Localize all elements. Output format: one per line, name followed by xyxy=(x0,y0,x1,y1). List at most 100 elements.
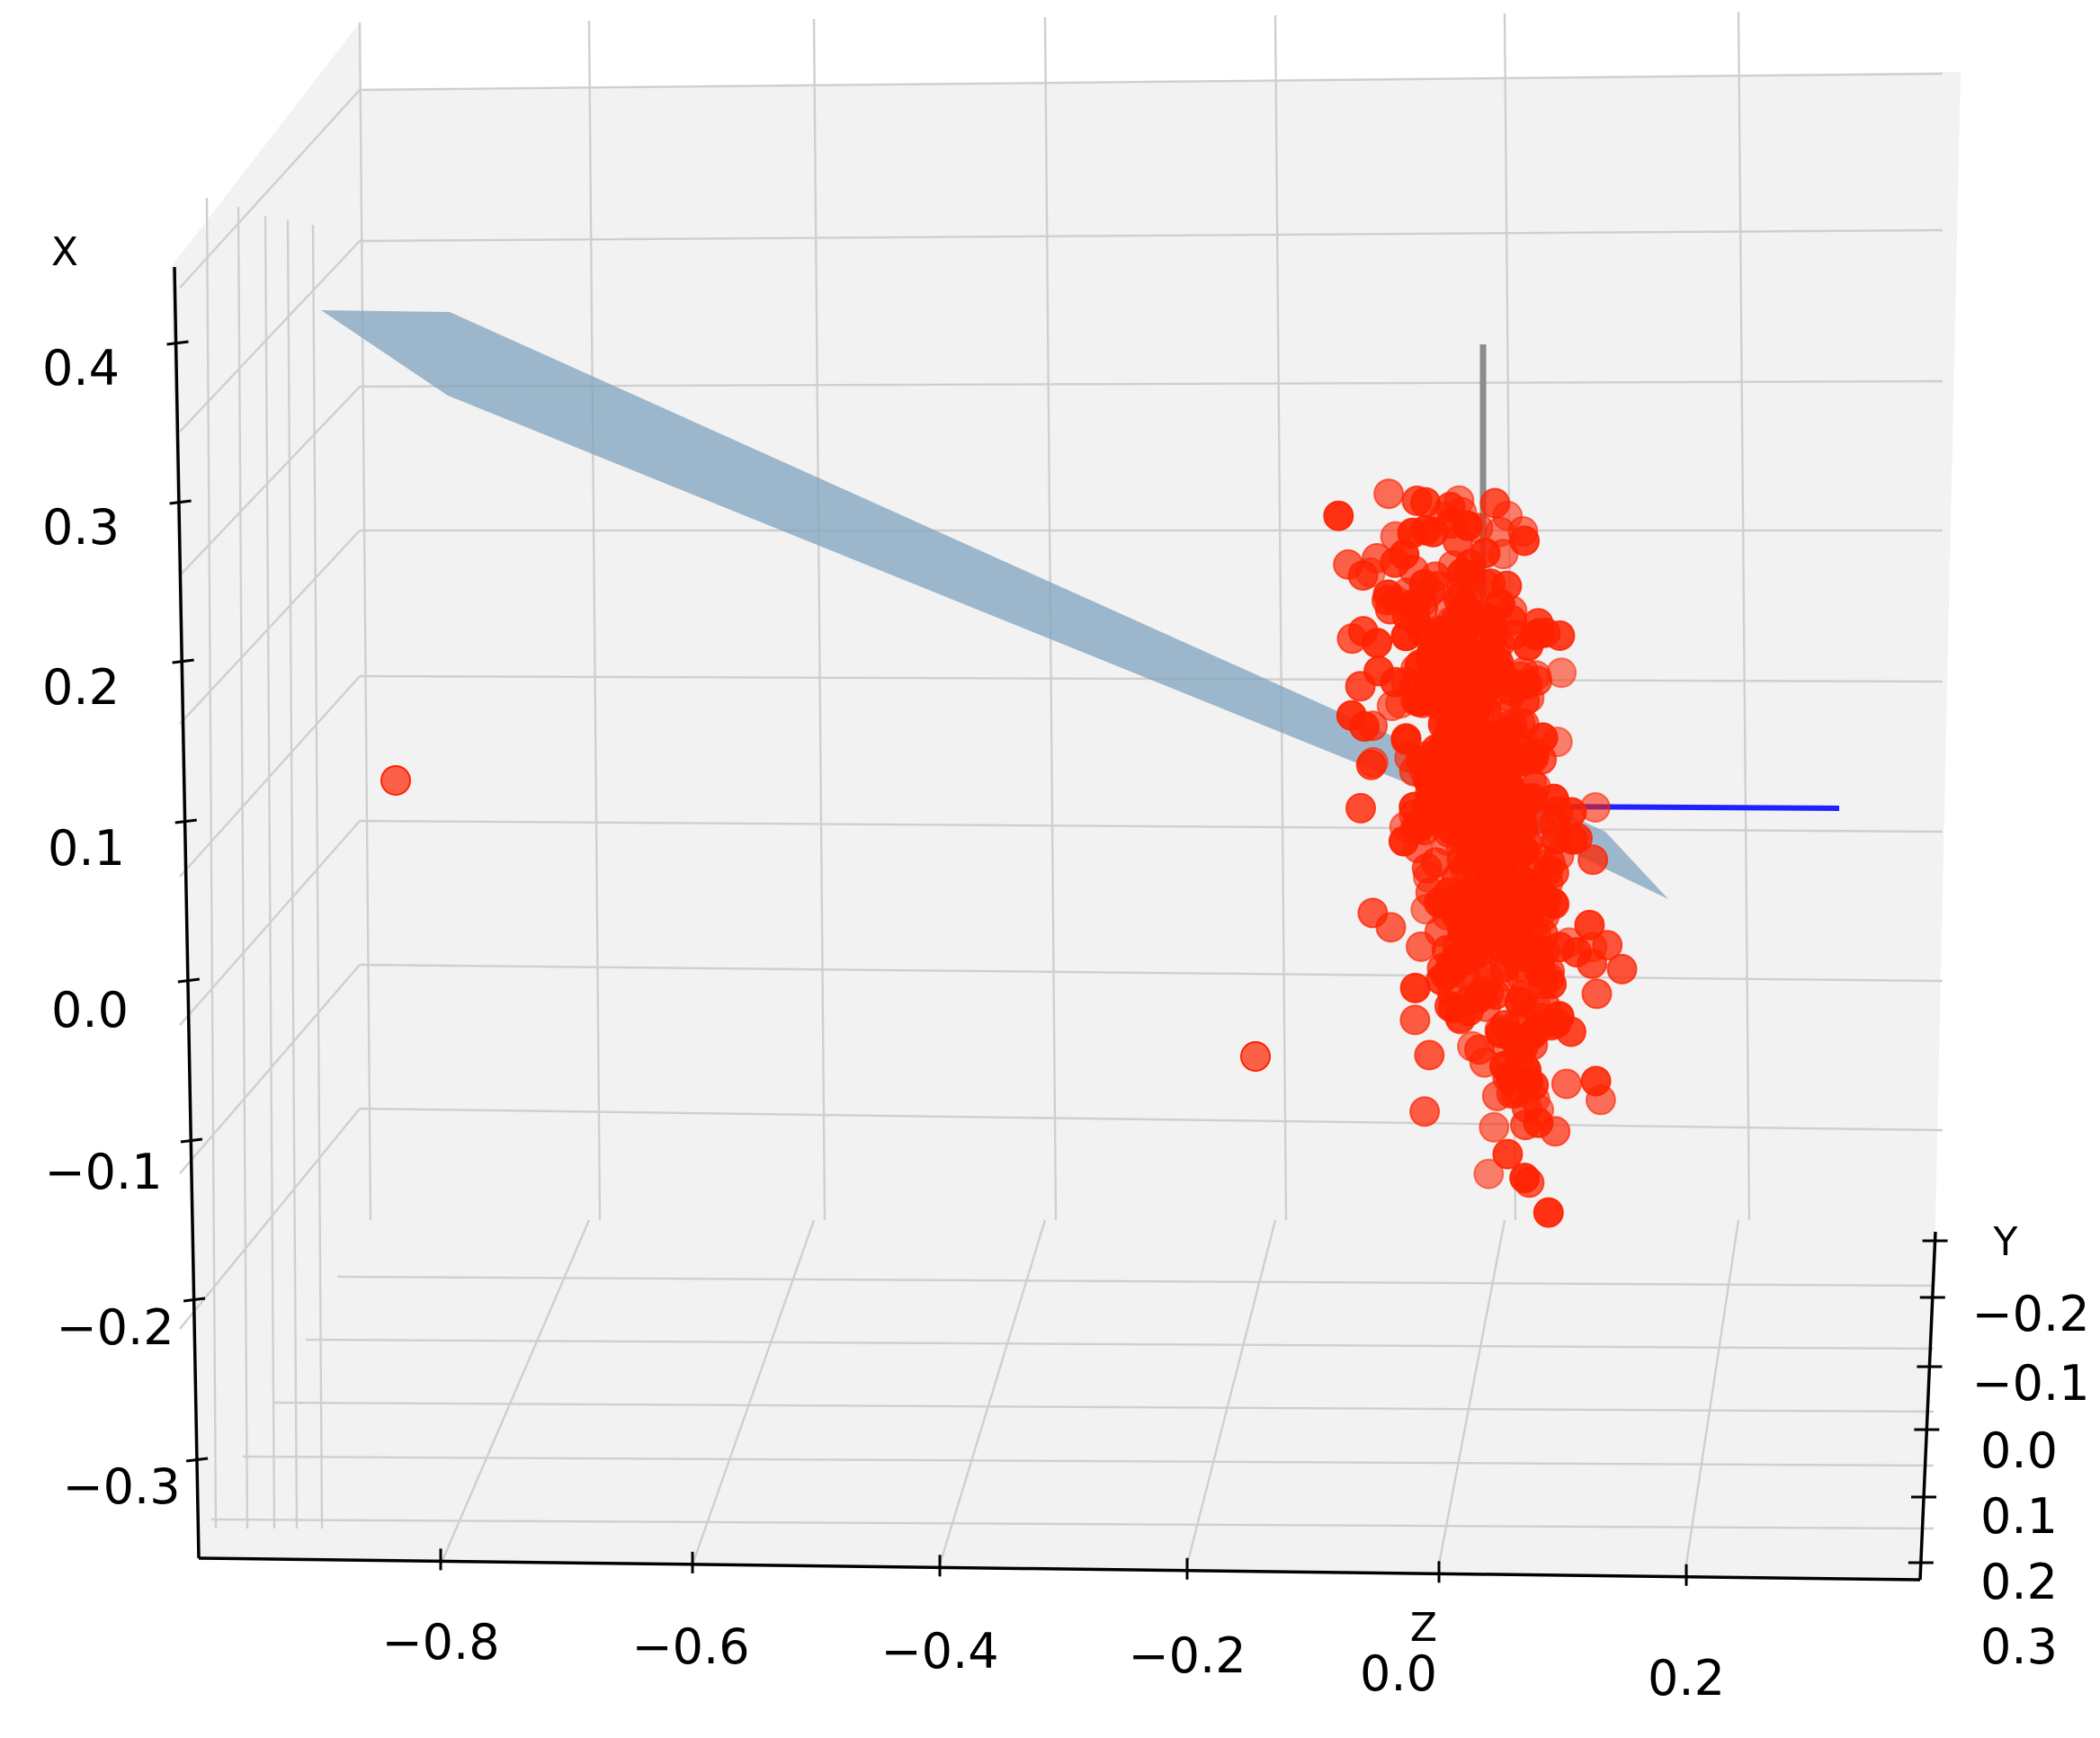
grid-line xyxy=(359,379,1944,388)
data-point xyxy=(1513,630,1544,662)
x-tick-mark xyxy=(172,658,194,664)
data-point xyxy=(1581,978,1613,1010)
data-point xyxy=(1323,500,1354,531)
grid-line xyxy=(1684,1219,1740,1565)
outlier-point xyxy=(1240,1041,1271,1072)
data-point xyxy=(1336,623,1368,655)
z-tick-label: −0.8 xyxy=(381,1614,499,1671)
grid-line xyxy=(1437,1219,1506,1565)
data-point xyxy=(1473,1158,1505,1190)
grid-line xyxy=(210,1518,1935,1530)
z-axis-label: Z xyxy=(1410,1605,1437,1651)
data-point xyxy=(1406,931,1436,962)
grid-line xyxy=(359,228,1944,243)
grid-lines xyxy=(179,11,1944,1565)
y-tick-label: −0.1 xyxy=(1971,1355,2089,1412)
grid-line xyxy=(359,963,1944,983)
fitted-plane xyxy=(321,310,1668,899)
data-point xyxy=(1555,1016,1586,1047)
z-tick-label: −0.6 xyxy=(631,1618,749,1675)
grid-line xyxy=(1185,1219,1277,1565)
z-tick-labels: −0.8 −0.6 −0.4 −0.2 0.0 0.2 xyxy=(381,1614,1725,1707)
floor-pane xyxy=(199,1220,1935,1580)
grid-line xyxy=(691,1219,816,1565)
data-point xyxy=(1375,912,1407,943)
data-point xyxy=(1481,1081,1513,1111)
z-tick-label: −0.2 xyxy=(1128,1627,1246,1684)
grid-line xyxy=(305,1338,1935,1350)
grid-line xyxy=(336,1275,1935,1288)
x-tick-mark xyxy=(185,1457,209,1463)
x-tick-labels: 0.4 0.3 0.2 0.1 0.0 −0.1 −0.2 −0.3 xyxy=(42,340,181,1515)
data-point xyxy=(1606,953,1638,985)
grid-line xyxy=(179,964,361,1174)
data-point xyxy=(1550,1068,1582,1100)
grid-line xyxy=(179,89,361,289)
data-point xyxy=(1514,1167,1545,1199)
x-tick-label: −0.2 xyxy=(56,1299,174,1356)
y-axis-label: Y xyxy=(1993,1219,2018,1265)
grid-line xyxy=(358,22,372,1221)
grid-line xyxy=(938,1219,1047,1565)
z-axis-line xyxy=(198,1556,1921,1582)
grid-line xyxy=(587,20,602,1221)
grid-line xyxy=(311,224,324,1529)
x-tick-mark xyxy=(166,340,189,346)
data-point xyxy=(1414,1039,1445,1071)
data-point xyxy=(1479,1111,1510,1143)
grid-line xyxy=(359,1107,1944,1132)
x-tick-mark xyxy=(177,977,201,984)
data-point xyxy=(1362,628,1393,659)
data-point xyxy=(1349,711,1381,742)
x-tick-label: 0.3 xyxy=(42,499,120,556)
data-point xyxy=(1399,1004,1431,1036)
grid-line xyxy=(273,1401,1935,1413)
data-point xyxy=(1540,1116,1571,1147)
z-tick-label: −0.4 xyxy=(880,1623,998,1680)
x-tick-mark xyxy=(169,499,192,505)
y-tick-label: −0.2 xyxy=(1971,1286,2089,1342)
left-pane xyxy=(171,22,360,1558)
y-tick-label: 0.2 xyxy=(1980,1554,2058,1610)
grid-line xyxy=(286,219,299,1529)
x-axis-label: X xyxy=(51,229,78,275)
grid-line xyxy=(812,18,827,1221)
data-point xyxy=(1492,1138,1524,1170)
data-point xyxy=(1510,1110,1541,1141)
data-point xyxy=(1399,972,1431,1003)
tick-marks xyxy=(166,340,1948,1586)
x-tick-label: −0.3 xyxy=(62,1458,180,1515)
z-tick-label: 0.0 xyxy=(1360,1645,1437,1702)
grid-line xyxy=(1737,11,1751,1221)
grid-line xyxy=(264,215,276,1529)
x-tick-label: −0.1 xyxy=(44,1144,162,1200)
y-tick-labels: −0.2 −0.1 0.0 0.1 0.2 0.3 xyxy=(1971,1286,2089,1675)
grid-line xyxy=(179,240,361,432)
data-point xyxy=(1409,1096,1441,1127)
data-point xyxy=(1373,478,1405,510)
z-tick-label: 0.2 xyxy=(1648,1650,1725,1707)
y-tick-label: 0.3 xyxy=(1980,1618,2058,1675)
grid-line xyxy=(439,1219,591,1565)
x-tick-label: 0.4 xyxy=(42,340,120,397)
scatter-points xyxy=(380,478,1638,1228)
grid-line xyxy=(205,197,218,1529)
y-tick-label: 0.0 xyxy=(1980,1422,2058,1479)
x-tick-mark xyxy=(180,1137,203,1144)
x-tick-label: 0.0 xyxy=(51,982,129,1038)
data-point xyxy=(1355,749,1387,780)
data-point xyxy=(1345,671,1376,702)
data-point xyxy=(1345,792,1376,824)
data-point xyxy=(1347,560,1379,592)
grid-line xyxy=(359,72,1944,92)
data-point xyxy=(1577,948,1608,979)
data-point xyxy=(1533,1197,1564,1228)
grid-line xyxy=(237,206,249,1529)
data-point xyxy=(1585,1084,1616,1116)
grid-line xyxy=(359,819,1944,833)
outlier-point xyxy=(380,765,411,796)
x-axis-line xyxy=(173,266,201,1559)
data-point xyxy=(1488,539,1519,570)
data-point xyxy=(1376,691,1407,722)
